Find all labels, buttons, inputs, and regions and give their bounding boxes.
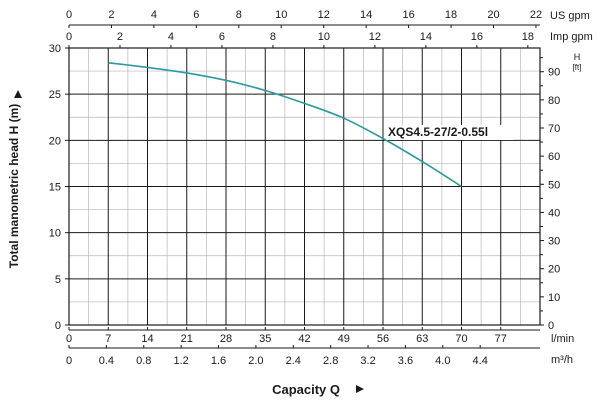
axes (65, 24, 544, 349)
top-axis-usgpm-tick-label: 20 (487, 9, 499, 21)
bottom-axis-lmin-tick-label: 35 (259, 333, 271, 345)
right-axis-tick-label: 0 (548, 320, 554, 332)
bottom-axis-lmin-tick-label: 56 (377, 333, 389, 345)
top-axis-usgpm-tick-label: 14 (360, 9, 372, 21)
y-axis-arrow-icon (14, 90, 22, 98)
top-axis-usgpm-unit: US gpm (550, 10, 590, 22)
top-axis-usgpm-tick-label: 0 (66, 9, 72, 21)
left-axis-tick-label: 20 (49, 135, 61, 147)
bottom-axis-lmin-tick-label: 21 (181, 333, 193, 345)
right-axis-unit-top: H (574, 52, 581, 62)
top-axis-impgpm-tick-label: 18 (522, 31, 534, 43)
top-axis-impgpm-tick-label: 12 (369, 31, 381, 43)
bottom-axis-m3h-tick-label: 0.4 (99, 355, 114, 367)
top-axis-impgpm-tick-label: 2 (117, 31, 123, 43)
left-axis-tick-label: 10 (49, 228, 61, 240)
series-label: XQS4.5-27/2-0.55l (388, 125, 488, 139)
left-axis-tick-label: 30 (49, 43, 61, 55)
left-axis-tick-label: 5 (55, 274, 61, 286)
top-axis-impgpm-tick-label: 8 (270, 31, 276, 43)
top-axis-usgpm-tick-label: 4 (151, 9, 157, 21)
series-curve (108, 62, 462, 188)
series: XQS4.5-27/2-0.55l (108, 62, 514, 188)
top-axis-impgpm-tick-label: 14 (420, 31, 432, 43)
bottom-axis-m3h-tick-label: 4.0 (435, 355, 450, 367)
top-axis-usgpm-tick-label: 22 (530, 9, 542, 21)
bottom-axis-m3h-tick-label: 0 (66, 355, 72, 367)
bottom-axis-lmin-tick-label: 0 (66, 333, 72, 345)
top-axis-usgpm-tick-label: 18 (445, 9, 457, 21)
top-axis-usgpm-tick-label: 6 (193, 9, 199, 21)
bottom-axis-lmin-unit: l/min (551, 333, 574, 345)
right-axis-tick-label: 80 (548, 95, 560, 107)
bottom-axis-m3h-unit: m³/h (551, 354, 573, 366)
bottom-axis-lmin-tick-label: 70 (455, 333, 467, 345)
bottom-axis-lmin-tick-label: 7 (105, 333, 111, 345)
series-label-background (386, 125, 514, 140)
right-axis-tick-label: 10 (548, 292, 560, 304)
top-axis-impgpm-unit: Imp gpm (550, 31, 593, 43)
major-grid (69, 48, 540, 325)
top-axis-usgpm-tick-label: 10 (275, 9, 287, 21)
bottom-axis-lmin-tick-label: 28 (220, 333, 232, 345)
top-axis-usgpm-tick-label: 8 (236, 9, 242, 21)
right-axis-tick-label: 40 (548, 207, 560, 219)
bottom-axis-lmin-tick-label: 77 (495, 333, 507, 345)
bottom-axis-m3h-tick-label: 3.6 (398, 355, 413, 367)
right-axis-tick-label: 50 (548, 179, 560, 191)
bottom-axis-m3h-tick-label: 1.2 (173, 355, 188, 367)
left-axis-tick-label: 15 (49, 182, 61, 194)
right-axis-tick-label: 60 (548, 151, 560, 163)
top-axis-impgpm-tick-label: 16 (471, 31, 483, 43)
bottom-axis-lmin-tick-label: 14 (141, 333, 153, 345)
right-axis-tick-label: 90 (548, 67, 560, 79)
bottom-axis-m3h-tick-label: 4.4 (473, 355, 488, 367)
bottom-axis-lmin-tick-label: 49 (338, 333, 350, 345)
bottom-axis-m3h-tick-label: 2.4 (286, 355, 301, 367)
bottom-axis-lmin-tick-label: 63 (416, 333, 428, 345)
bottom-axis-m3h-tick-label: 1.6 (211, 355, 226, 367)
right-axis-tick-label: 70 (548, 123, 560, 135)
bottom-axis-m3h-tick-label: 3.2 (360, 355, 375, 367)
bottom-axis-m3h-tick-label: 2.8 (323, 355, 338, 367)
top-axis-usgpm-tick-label: 16 (402, 9, 414, 21)
top-axis-impgpm-tick-label: 4 (168, 31, 174, 43)
x-axis-arrow-icon (356, 385, 364, 393)
left-axis-tick-label: 25 (49, 89, 61, 101)
bottom-axis-m3h-tick-label: 0.8 (136, 355, 151, 367)
top-axis-usgpm-tick-label: 12 (318, 9, 330, 21)
right-axis-unit-bottom: [ft] (573, 63, 582, 72)
y-axis-label: Total manometric head H (m) (7, 104, 21, 268)
right-axis-tick-label: 20 (548, 264, 560, 276)
bottom-axis-lmin-tick-label: 42 (298, 333, 310, 345)
left-axis-tick-label: 0 (55, 320, 61, 332)
bottom-axis-m3h-tick-label: 2.0 (248, 355, 263, 367)
top-axis-impgpm-tick-label: 10 (318, 31, 330, 43)
top-axis-impgpm-tick-label: 6 (219, 31, 225, 43)
top-axis-usgpm-tick-label: 2 (108, 9, 114, 21)
right-axis-tick-label: 30 (548, 236, 560, 248)
top-axis-impgpm-tick-label: 0 (66, 31, 72, 43)
x-axis-label: Capacity Q (272, 382, 340, 397)
